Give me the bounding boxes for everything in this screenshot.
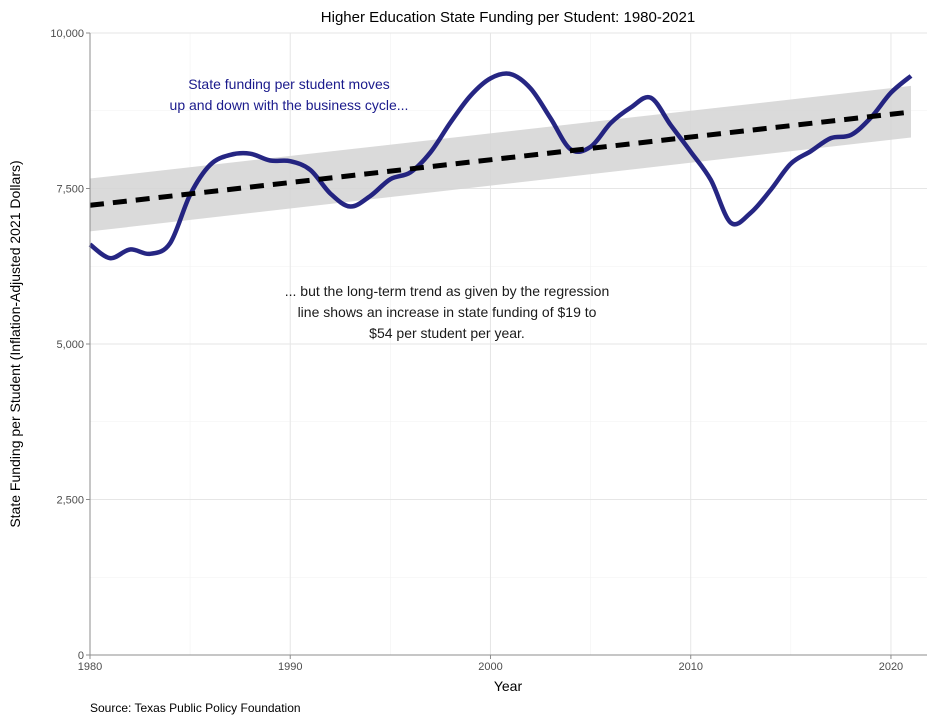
chart-caption: Source: Texas Public Policy Foundation: [90, 701, 301, 715]
annotation-line: up and down with the business cycle...: [170, 97, 409, 113]
trend-annotation: ... but the long-term trend as given by …: [285, 283, 610, 341]
y-tick-label: 10,000: [50, 28, 84, 40]
confidence-band-layer: [90, 85, 911, 232]
annotation-line: line shows an increase in state funding …: [298, 304, 597, 320]
x-axis-title: Year: [494, 678, 523, 694]
y-tick-label: 7,500: [56, 184, 84, 196]
annotations-layer: State funding per student moves up and do…: [170, 76, 610, 341]
y-tick-label: 2,500: [56, 495, 84, 507]
axes-layer: 0 2,500 5,000 7,500 10,000 1980 1990 2000 2010 20…: [50, 28, 927, 673]
chart-title: Higher Education State Funding per Stude…: [321, 9, 695, 26]
y-axis-title: State Funding per Student (Inflation-Adj…: [7, 160, 23, 527]
annotation-line: ... but the long-term trend as given by …: [285, 283, 610, 299]
funding-per-student-line: [88, 71, 913, 261]
x-tick-label: 1980: [78, 661, 102, 673]
regression-confidence-band: [90, 85, 911, 232]
y-tick-label: 0: [78, 650, 84, 662]
x-tick-label: 2000: [478, 661, 502, 673]
annotation-line: $54 per student per year.: [369, 325, 525, 341]
business-cycle-annotation: State funding per student moves up and do…: [170, 76, 409, 113]
annotation-line: State funding per student moves: [188, 76, 390, 92]
x-tick-label: 2020: [879, 661, 903, 673]
y-tick-label: 5,000: [56, 339, 84, 351]
x-tick-label: 1990: [278, 661, 302, 673]
series-lines-layer: [88, 71, 913, 261]
x-tick-label: 2010: [678, 661, 702, 673]
